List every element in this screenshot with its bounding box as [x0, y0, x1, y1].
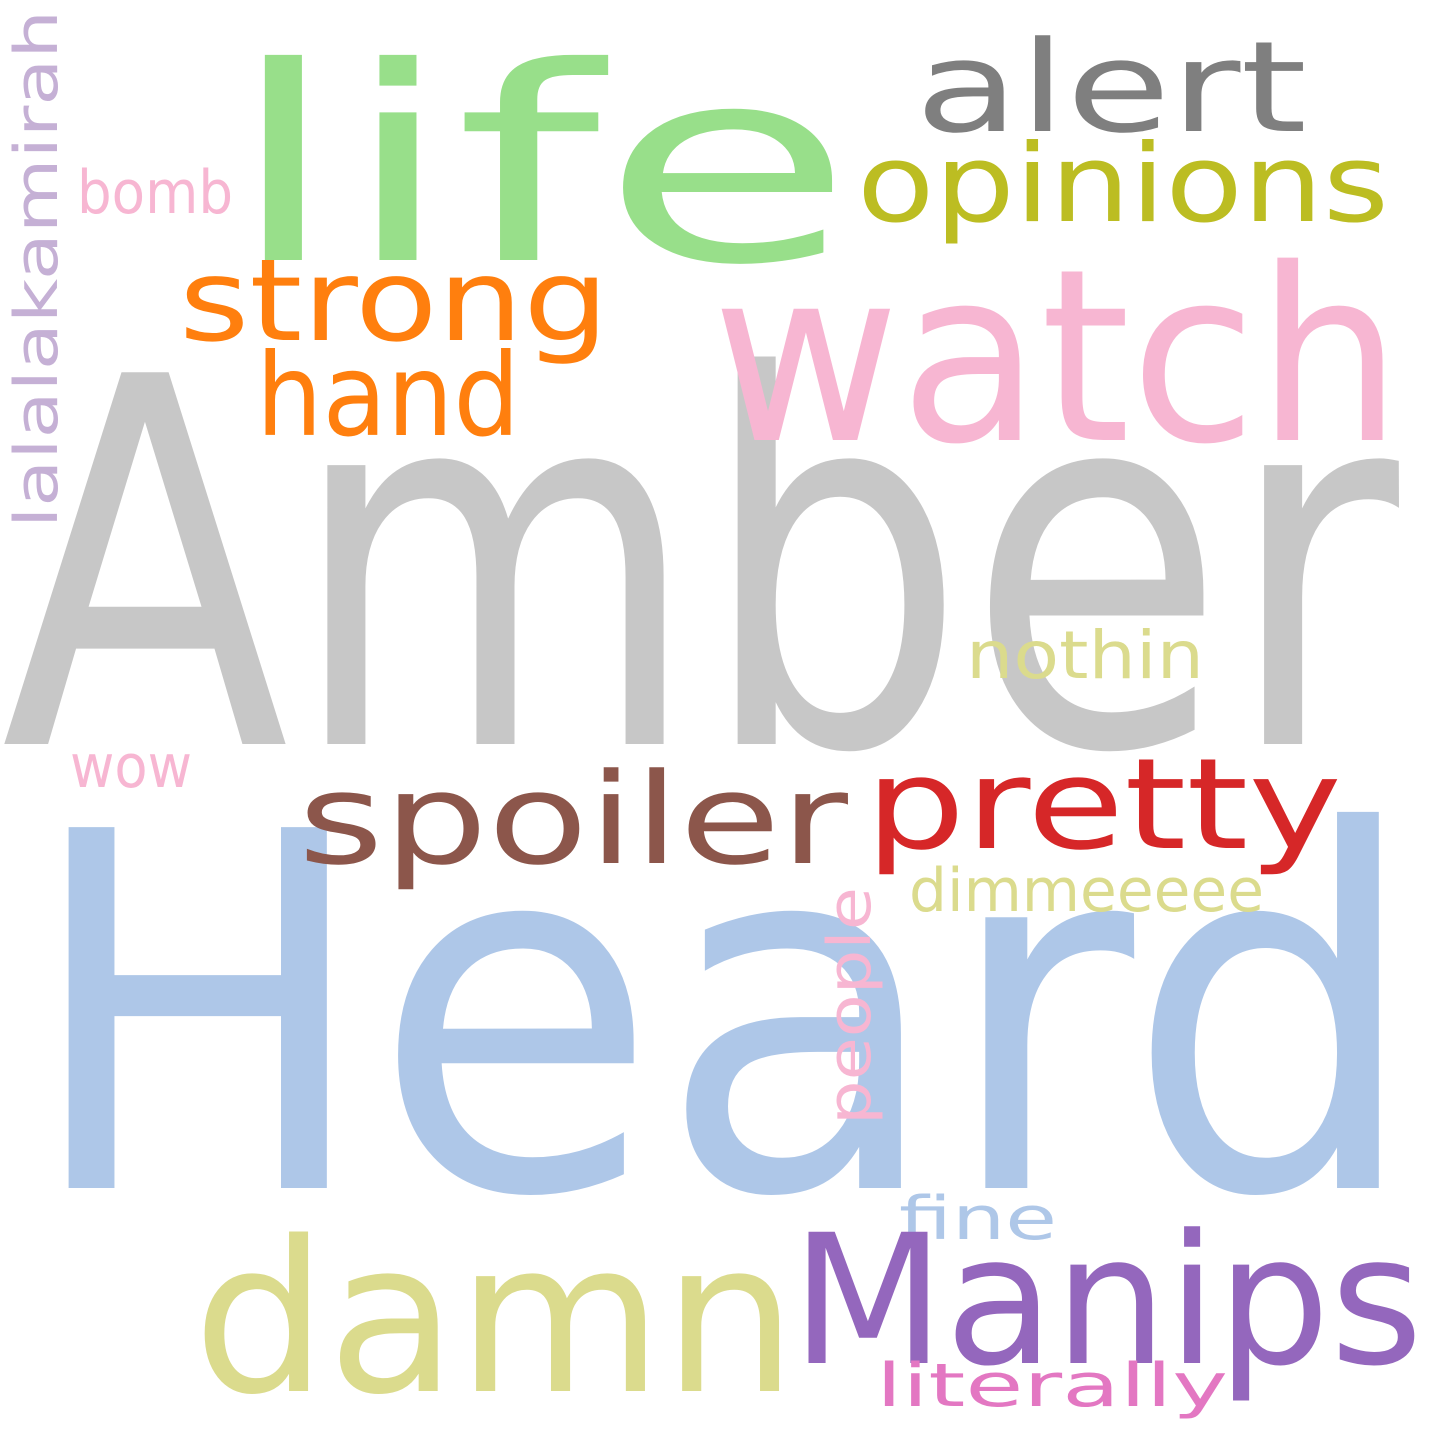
word-strong: strong — [179, 234, 609, 367]
word-amber: Amber — [1, 272, 1404, 865]
word-fine: fine — [899, 1184, 1057, 1254]
word-hand: hand — [256, 329, 520, 462]
word-lalalakamirah: lalalakamirah — [2, 10, 72, 528]
word-life: life — [226, 9, 854, 324]
word-wow: wow — [70, 732, 192, 802]
word-dimmeeeee: dimmeeeee — [909, 856, 1264, 926]
word-nothin: nothin — [966, 617, 1204, 694]
word-damn: damn — [193, 1196, 797, 1440]
word-literally: literally — [876, 1351, 1228, 1421]
word-people: people — [815, 887, 885, 1125]
word-opinions: opinions — [857, 122, 1389, 247]
word-bomb: bomb — [77, 158, 233, 228]
word-pretty: pretty — [865, 731, 1342, 878]
word-alert: alert — [915, 14, 1307, 161]
word-spoiler: spoiler — [298, 746, 848, 893]
word-watch: watch — [712, 217, 1402, 497]
word-manips: Manips — [791, 1197, 1423, 1406]
word-heard: Heard — [23, 729, 1421, 1305]
